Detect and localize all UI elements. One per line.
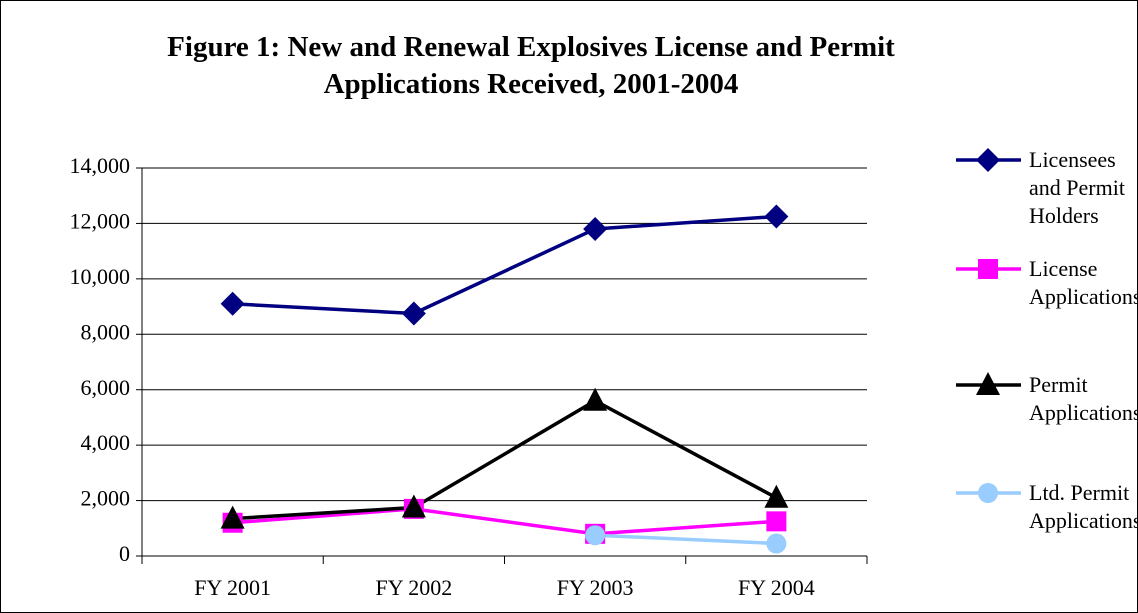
y-tick-label: 10,000 [70,264,131,289]
y-tick-label: 14,000 [70,153,131,178]
data-point [583,387,608,411]
data-point [220,505,245,529]
data-point [764,204,789,229]
legend-marker [976,148,1000,172]
legend-label: Licensees and Permit Holders [1029,147,1125,228]
series-line [232,507,777,536]
y-tick-label: 12,000 [70,208,131,233]
legend-label: Permit Applications [1029,372,1138,425]
x-tick-label: FY 2004 [738,575,815,600]
data-point [220,291,245,316]
legend-marker [976,372,1000,395]
y-tick-label: 8,000 [81,319,131,344]
data-point [401,494,426,518]
data-point [764,484,789,508]
chart-title: Figure 1: New and Renewal Explosives Lic… [167,31,895,100]
y-tick-label: 0 [119,541,130,566]
series-line [595,533,777,546]
y-tick-label: 4,000 [81,430,131,455]
x-tick-label: FY 2002 [375,575,452,600]
series-line [232,214,777,316]
data-point [585,525,606,546]
y-tick-label: 2,000 [81,486,131,511]
data-point [401,301,426,326]
legend-marker [978,259,998,279]
x-tick-label: FY 2001 [194,575,271,600]
legend-marker [978,483,998,503]
data-point [766,533,787,554]
legend-label: License Applications [1029,256,1138,309]
series-line [232,398,778,521]
data-point [583,216,608,241]
legend-label: Ltd. Permit Applications [1029,480,1138,533]
y-tick-label: 6,000 [81,375,131,400]
x-tick-label: FY 2003 [557,575,634,600]
data-point [766,511,787,532]
